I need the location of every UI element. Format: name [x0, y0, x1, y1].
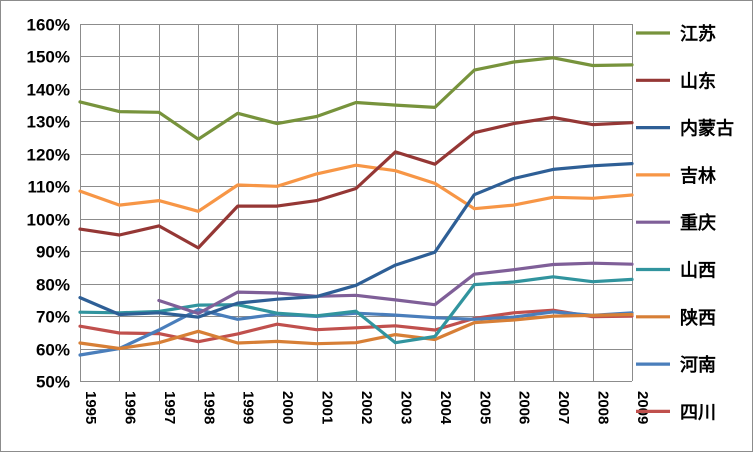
x-tick-label: 2002 — [358, 391, 375, 424]
y-tick-label: 160% — [27, 16, 70, 35]
x-tick-label: 2007 — [555, 391, 572, 424]
x-tick-label: 1998 — [200, 391, 217, 424]
legend-item: 四川 — [636, 402, 716, 423]
legend-label: 山东 — [680, 70, 716, 92]
series-line-6 — [78, 312, 634, 351]
y-tick-label: 110% — [27, 178, 70, 197]
y-tick-label: 70% — [36, 308, 70, 327]
axes — [80, 24, 632, 382]
x-tick-label: 2005 — [476, 391, 493, 424]
series-line-3 — [78, 163, 634, 213]
series-lines — [78, 56, 634, 357]
x-tick-label: 2000 — [279, 391, 296, 424]
legend-item: 重庆 — [636, 212, 716, 234]
series-line-0 — [78, 56, 634, 141]
y-tick-label: 150% — [27, 48, 70, 67]
x-tick-label: 1996 — [121, 391, 138, 424]
legend-item: 山东 — [636, 70, 716, 92]
legend-label: 重庆 — [680, 212, 716, 234]
legend-item: 河南 — [636, 354, 716, 376]
y-tick-label: 120% — [27, 146, 70, 165]
legend-label: 江苏 — [680, 23, 716, 45]
x-tick-label: 2001 — [319, 391, 336, 424]
x-tick-label: 1997 — [161, 391, 178, 424]
series-line-1 — [78, 115, 634, 250]
x-tick-labels: 1995 1996 1997 1998 1999 2000 2001 2002 2003 2004… — [82, 391, 651, 425]
y-tick-label: 60% — [36, 341, 70, 360]
series-line-4 — [157, 261, 634, 316]
legend-item: 山西 — [636, 261, 716, 282]
series-line-5 — [78, 275, 634, 345]
x-tick-label: 2006 — [516, 391, 533, 424]
x-tick-label: 2008 — [595, 391, 612, 424]
legend-label: 四川 — [680, 402, 716, 423]
series-line-8 — [78, 308, 634, 344]
legend-label: 河南 — [680, 354, 716, 376]
legend-label: 山西 — [680, 261, 716, 282]
legend-item: 吉林 — [636, 165, 716, 187]
legend-label: 吉林 — [680, 165, 716, 187]
y-tick-label: 140% — [27, 81, 70, 100]
x-tick-label: 1995 — [82, 391, 99, 424]
legend-label: 陕西 — [680, 307, 716, 329]
legend-item: 江苏 — [636, 23, 716, 45]
x-tick-label: 2003 — [397, 391, 414, 424]
y-tick-label: 130% — [27, 113, 70, 132]
y-tick-label: 90% — [36, 243, 70, 262]
y-tick-label: 80% — [36, 276, 70, 295]
x-tick-label: 2009 — [634, 391, 651, 424]
legend-item: 陕西 — [636, 307, 716, 329]
x-tick-label: 1999 — [240, 391, 257, 424]
x-tick-label: 2004 — [437, 391, 454, 425]
series-line-2 — [78, 162, 634, 319]
legend-label: 内蒙古 — [680, 118, 734, 140]
y-tick-labels: 50% 60% 70% 80% 90% 100% 110% 120% 130% 140% 150% 1… — [27, 16, 70, 392]
y-tick-label: 100% — [27, 211, 70, 230]
legend-item: 内蒙古 — [636, 118, 734, 140]
y-tick-label: 50% — [36, 373, 70, 392]
